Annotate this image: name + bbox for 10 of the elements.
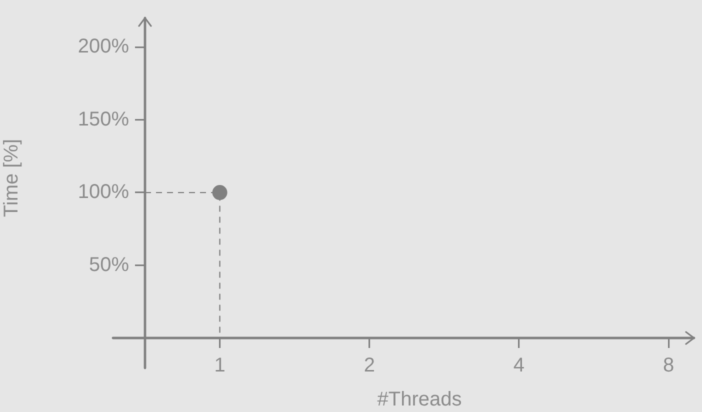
- y-axis-title: Time [%]: [0, 138, 23, 218]
- x-tick-label: 8: [663, 354, 674, 377]
- x-tick-label: 1: [214, 354, 226, 377]
- y-tick-label: 150%: [78, 108, 130, 130]
- x-tick-label: 4: [513, 354, 525, 377]
- y-tick-label: 50%: [88, 254, 130, 276]
- x-axis-title: #Threads: [377, 388, 462, 411]
- y-tick-label: 100%: [78, 181, 130, 204]
- y-tick-label: 200%: [78, 36, 130, 58]
- x-tick-label: 2: [364, 354, 375, 377]
